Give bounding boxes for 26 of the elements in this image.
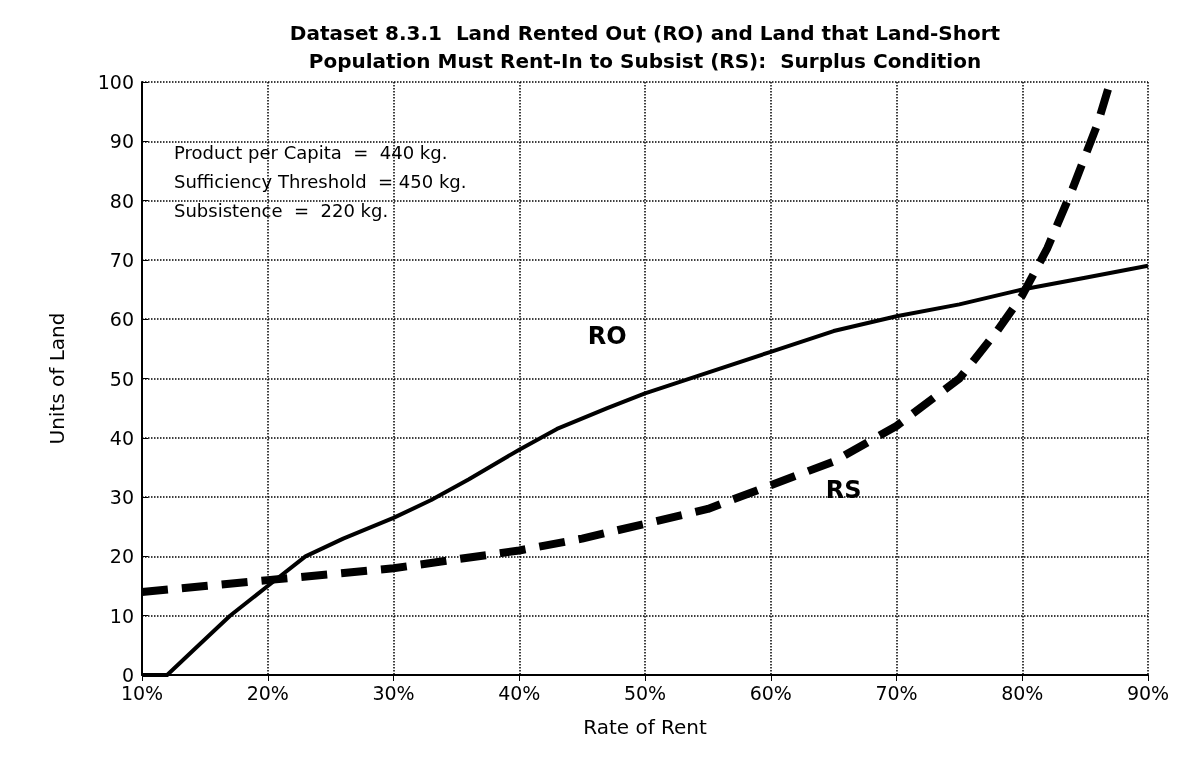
annotation: Product per Capita = 440 kg. xyxy=(174,141,448,163)
x-tick-label: 90% xyxy=(1126,681,1170,704)
x-tick-label: 40% xyxy=(498,681,541,704)
y-tick-label: 10 xyxy=(109,604,134,627)
series-label: RO xyxy=(587,322,627,351)
chart-title: Dataset 8.3.1 Land Rented Out (RO) and Land that Land-Short Population Must Rent-In to Subsist (RS): Surplus Condition xyxy=(289,21,1001,73)
annotation: Subsistence = 220 kg. xyxy=(174,199,389,221)
y-tick-label: 60 xyxy=(109,308,134,331)
y-tick-label: 90 xyxy=(109,130,134,153)
y-tick-label: 100 xyxy=(97,71,134,93)
x-tick-label: 80% xyxy=(1001,681,1044,704)
y-tick-label: 30 xyxy=(109,486,134,509)
series-label: RS xyxy=(825,475,862,504)
y-tick-label: 70 xyxy=(109,248,134,271)
y-axis-title: Units of Land xyxy=(45,312,69,445)
y-tick-label: 40 xyxy=(109,426,134,449)
x-tick-label: 70% xyxy=(875,681,918,704)
x-tick-label: 60% xyxy=(749,681,792,704)
annotation: Sufficiency Threshold = 450 kg. xyxy=(174,170,467,192)
y-tick-label: 80 xyxy=(109,189,134,212)
x-tick-label: 20% xyxy=(246,681,289,704)
x-tick-label: 30% xyxy=(372,681,415,704)
x-tick-label: 50% xyxy=(623,681,667,704)
y-tick-label: 20 xyxy=(109,545,134,568)
y-tick-label: 50 xyxy=(109,367,134,390)
x-axis-title: Rate of Rent xyxy=(583,715,707,739)
